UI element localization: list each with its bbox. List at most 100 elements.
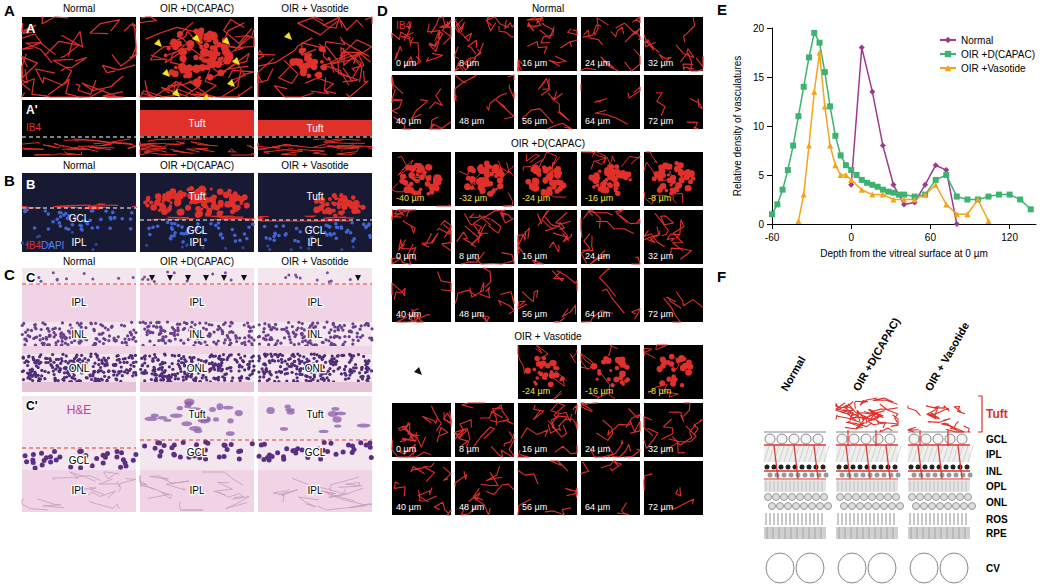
svg-text:ONL: ONL <box>69 363 90 374</box>
svg-text:H&E: H&E <box>67 403 92 417</box>
svg-text:0 µm: 0 µm <box>396 251 416 261</box>
svg-text:OIR + Vasotide: OIR + Vasotide <box>922 320 971 393</box>
svg-text:Normal: Normal <box>778 354 807 393</box>
svg-text:56 µm: 56 µm <box>522 309 547 319</box>
svg-text:72 µm: 72 µm <box>648 116 673 126</box>
svg-text:OPL: OPL <box>986 481 1007 492</box>
svg-text:0 µm: 0 µm <box>396 444 416 454</box>
svg-text:F: F <box>717 268 726 285</box>
svg-text:INL: INL <box>71 329 87 340</box>
svg-text:OIR +D(CAPAC): OIR +D(CAPAC) <box>160 3 234 14</box>
svg-text:64 µm: 64 µm <box>585 502 610 512</box>
svg-text:8 µm: 8 µm <box>459 444 479 454</box>
svg-text:-24 µm: -24 µm <box>522 386 550 396</box>
svg-text:INL: INL <box>307 329 323 340</box>
svg-text:40 µm: 40 µm <box>396 502 421 512</box>
svg-text:48 µm: 48 µm <box>459 116 484 126</box>
svg-text:64 µm: 64 µm <box>585 309 610 319</box>
svg-text:0 µm: 0 µm <box>396 58 416 68</box>
svg-text:Normal: Normal <box>63 3 95 14</box>
svg-text:IPL: IPL <box>986 449 1002 460</box>
svg-text:D: D <box>377 2 388 19</box>
svg-text:OIR +D(CAPAC): OIR +D(CAPAC) <box>160 160 234 171</box>
svg-text:48 µm: 48 µm <box>459 309 484 319</box>
svg-text:Normal: Normal <box>63 256 95 267</box>
svg-text:16 µm: 16 µm <box>522 444 547 454</box>
svg-text:8 µm: 8 µm <box>459 58 479 68</box>
svg-text:IPL: IPL <box>71 485 86 496</box>
svg-text:GCL: GCL <box>305 447 326 458</box>
svg-text:Normal: Normal <box>532 3 564 14</box>
svg-text:Normal: Normal <box>63 160 95 171</box>
svg-text:IPL: IPL <box>307 485 322 496</box>
svg-text:OIR +D(CAPAC): OIR +D(CAPAC) <box>160 256 234 267</box>
svg-text:IPL: IPL <box>307 237 322 248</box>
svg-text:A': A' <box>26 103 38 117</box>
svg-text:72 µm: 72 µm <box>648 309 673 319</box>
svg-text:Normal: Normal <box>961 35 993 46</box>
svg-text:E: E <box>717 1 727 18</box>
svg-text:Tuft: Tuft <box>307 191 324 202</box>
svg-text:IB4: IB4 <box>26 122 41 133</box>
svg-text:-24 µm: -24 µm <box>522 193 550 203</box>
svg-text:GCL: GCL <box>187 225 208 236</box>
svg-text:16 µm: 16 µm <box>522 58 547 68</box>
svg-text:GCL: GCL <box>69 455 90 466</box>
svg-text:A: A <box>4 2 15 19</box>
svg-text:-60: -60 <box>765 232 780 243</box>
svg-text:56 µm: 56 µm <box>522 502 547 512</box>
svg-text:OIR +D(CAPAC): OIR +D(CAPAC) <box>511 138 585 149</box>
svg-text:OIR + Vasotide: OIR + Vasotide <box>281 256 349 267</box>
svg-text:INL: INL <box>986 466 1002 477</box>
svg-text:IPL: IPL <box>307 297 322 308</box>
svg-text:5: 5 <box>758 170 764 181</box>
svg-text:IPL: IPL <box>189 485 204 496</box>
svg-text:OIR + Vasotide: OIR + Vasotide <box>514 331 582 342</box>
svg-text:C': C' <box>26 399 38 413</box>
svg-text:Relative density of vasculatur: Relative density of vasculatures <box>732 56 743 197</box>
svg-text:-8 µm: -8 µm <box>648 386 671 396</box>
svg-text:C: C <box>4 266 15 283</box>
svg-text:0: 0 <box>758 219 764 230</box>
svg-text:OIR +D(CAPAC): OIR +D(CAPAC) <box>961 49 1035 60</box>
svg-text:IPL: IPL <box>189 297 204 308</box>
svg-text:20: 20 <box>753 23 765 34</box>
svg-text:ONL: ONL <box>986 497 1007 508</box>
svg-text:IPL: IPL <box>71 297 86 308</box>
svg-text:40 µm: 40 µm <box>396 116 421 126</box>
svg-text:Tuft: Tuft <box>986 407 1008 421</box>
svg-text:Tuft: Tuft <box>189 118 206 129</box>
svg-text:IB4DAPI: IB4DAPI <box>26 240 64 251</box>
svg-text:24 µm: 24 µm <box>585 58 610 68</box>
svg-text:0: 0 <box>848 232 854 243</box>
svg-text:Tuft: Tuft <box>307 409 324 420</box>
svg-text:ONL: ONL <box>187 363 208 374</box>
svg-text:-40 µm: -40 µm <box>396 193 424 203</box>
svg-text:RPE: RPE <box>986 528 1007 539</box>
svg-text:GCL: GCL <box>187 447 208 458</box>
svg-text:B: B <box>26 177 35 192</box>
svg-text:15: 15 <box>753 72 765 83</box>
svg-text:OIR +Vasotide: OIR +Vasotide <box>961 63 1026 74</box>
svg-text:72 µm: 72 µm <box>648 502 673 512</box>
svg-text:IPL: IPL <box>71 237 86 248</box>
svg-text:32 µm: 32 µm <box>648 444 673 454</box>
svg-text:ROS: ROS <box>986 514 1008 525</box>
svg-text:10: 10 <box>753 121 765 132</box>
svg-text:Depth from the vitreal surface: Depth from the vitreal surface at 0 µm <box>820 248 988 259</box>
svg-text:24 µm: 24 µm <box>585 251 610 261</box>
svg-text:CV: CV <box>986 563 1000 574</box>
svg-text:OIR + Vasotide: OIR + Vasotide <box>281 160 349 171</box>
svg-text:40 µm: 40 µm <box>396 309 421 319</box>
svg-text:IB4: IB4 <box>396 20 411 31</box>
svg-text:ONL: ONL <box>305 363 326 374</box>
svg-text:GCL: GCL <box>986 434 1007 445</box>
svg-text:INL: INL <box>189 329 205 340</box>
svg-text:64 µm: 64 µm <box>585 116 610 126</box>
svg-text:IPL: IPL <box>189 237 204 248</box>
svg-text:16 µm: 16 µm <box>522 251 547 261</box>
svg-text:56 µm: 56 µm <box>522 116 547 126</box>
svg-text:32 µm: 32 µm <box>648 58 673 68</box>
svg-text:Tuft: Tuft <box>189 409 206 420</box>
svg-text:Tuft: Tuft <box>189 191 206 202</box>
